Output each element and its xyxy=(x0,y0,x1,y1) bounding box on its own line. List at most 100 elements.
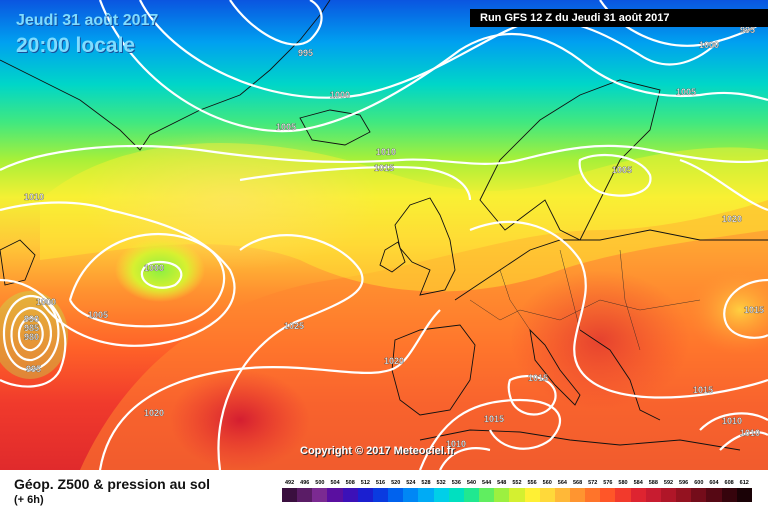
isobar-label: 1010 xyxy=(722,416,742,426)
isobar-1010-loop xyxy=(0,201,236,347)
isobar-label: 995 xyxy=(298,48,313,58)
isobar-label: 1025 xyxy=(284,321,304,331)
isobar-label: 1005 xyxy=(276,122,296,132)
isobar-1005-scand xyxy=(578,153,652,197)
greenland-coast xyxy=(0,0,331,151)
isobar-995-deep xyxy=(0,278,67,388)
scale-swatch xyxy=(463,488,480,502)
isobar-label: 1005 xyxy=(88,310,108,320)
hot-core-med xyxy=(510,270,690,410)
scandinavia xyxy=(479,79,661,241)
isobar-1015-med xyxy=(507,375,557,416)
isobar-label: 1015 xyxy=(744,305,764,315)
scale-swatch xyxy=(569,488,586,502)
scale-value: 492 xyxy=(284,480,295,486)
scale-swatch xyxy=(736,488,752,502)
cutoff-low xyxy=(115,238,205,302)
scale-swatch xyxy=(403,488,419,502)
isobar-1010-se xyxy=(699,412,768,451)
isobar-label: 1010 xyxy=(24,192,44,202)
isobar-1000-low xyxy=(140,260,183,289)
isobar-label: 1020 xyxy=(722,214,742,224)
copyright-notice: Copyright © 2017 Meteociel.fr xyxy=(300,445,455,457)
isobar-label: 995 xyxy=(26,364,41,374)
model-run-label: Run GFS 12 Z du Jeudi 31 août 2017 xyxy=(470,9,768,27)
hot-core-west xyxy=(170,370,310,470)
scale-swatches xyxy=(282,488,752,502)
legend-title: Géop. Z500 & pression au sol xyxy=(14,476,211,492)
scale-value: 604 xyxy=(709,480,719,486)
scale-swatch xyxy=(479,488,495,502)
scale-swatch xyxy=(494,488,510,502)
scale-value: 520 xyxy=(391,480,401,486)
scale-swatch xyxy=(448,488,464,502)
isobar-1015-east xyxy=(723,278,768,339)
scale-value: 544 xyxy=(482,480,492,486)
isobar-995 xyxy=(229,0,323,46)
isobar-1025 xyxy=(217,234,364,470)
scale-swatch xyxy=(554,488,570,502)
isobar-1005-low xyxy=(68,232,226,328)
scale-value: 528 xyxy=(421,480,431,486)
scale-swatch xyxy=(433,488,449,502)
geopotential-map: 995 1000 1005 1010 1015 1010 1000 1000 990985980… xyxy=(0,0,768,470)
legend-subtitle: (+ 6h) xyxy=(14,494,44,506)
scale-value: 576 xyxy=(603,480,613,486)
isobar-1020-east xyxy=(679,158,768,212)
scale-value: 532 xyxy=(436,480,446,486)
ireland xyxy=(379,241,406,273)
scale-value: 596 xyxy=(679,480,689,486)
scale-value: 600 xyxy=(694,480,704,486)
scale-swatch xyxy=(282,488,298,502)
scale-value: 524 xyxy=(406,480,416,486)
isobar-labels: 995 1000 1005 1010 1015 1010 1000 1000 990985980… xyxy=(24,25,764,449)
borders-1 xyxy=(469,299,701,321)
isobar-label: 1000 xyxy=(330,90,350,100)
scale-swatch xyxy=(327,488,343,502)
scale-value: 552 xyxy=(512,480,522,486)
scale-swatch xyxy=(418,488,434,502)
scale-value: 496 xyxy=(300,480,310,486)
scale-swatch xyxy=(388,488,404,502)
italy-coast xyxy=(529,328,581,406)
scale-swatch xyxy=(342,488,358,502)
borders-2 xyxy=(499,249,641,351)
scale-swatch xyxy=(372,488,389,502)
forecast-time: 20:00 locale xyxy=(16,34,136,57)
isobar-label: 1005 xyxy=(676,87,696,97)
isobar-label: 1000 xyxy=(144,263,164,273)
scale-value: 588 xyxy=(648,480,658,486)
isobar-label: 1000 xyxy=(36,297,56,307)
isobar-label: 1020 xyxy=(144,408,164,418)
scale-value: 548 xyxy=(497,480,507,486)
scale-swatch xyxy=(660,488,677,502)
scale-value: 580 xyxy=(618,480,628,486)
isobar-label: 1010 xyxy=(376,147,396,157)
british-isles xyxy=(394,197,456,296)
isobar-label: 1015 xyxy=(374,163,394,173)
coastlines xyxy=(0,0,768,451)
isobar-1020-west xyxy=(98,309,441,470)
isobar-1005-north xyxy=(98,0,768,133)
isobar-label: 1000 xyxy=(699,40,719,50)
iberia-coast xyxy=(391,324,476,416)
isobar-label: 1015 xyxy=(528,373,548,383)
scale-swatch xyxy=(615,488,631,502)
scale-value: 556 xyxy=(527,480,537,486)
isobar-label: 1010 xyxy=(446,439,466,449)
scale-value: 612 xyxy=(739,480,749,486)
isobar-1010-south xyxy=(439,447,491,470)
isobar-label: 980 xyxy=(24,332,39,342)
scale-value: 560 xyxy=(542,480,552,486)
scale-value: 536 xyxy=(451,480,461,486)
north-africa-coast xyxy=(419,429,741,451)
scale-swatch xyxy=(706,488,722,502)
scale-value: 608 xyxy=(724,480,734,486)
isobar-label: 1020 xyxy=(384,356,404,366)
scale-value: 540 xyxy=(466,480,477,486)
isobar-label: 990 xyxy=(24,314,39,324)
isobar-label: 1015 xyxy=(484,414,504,424)
scale-swatch xyxy=(630,488,646,502)
scale-swatch xyxy=(312,488,328,502)
